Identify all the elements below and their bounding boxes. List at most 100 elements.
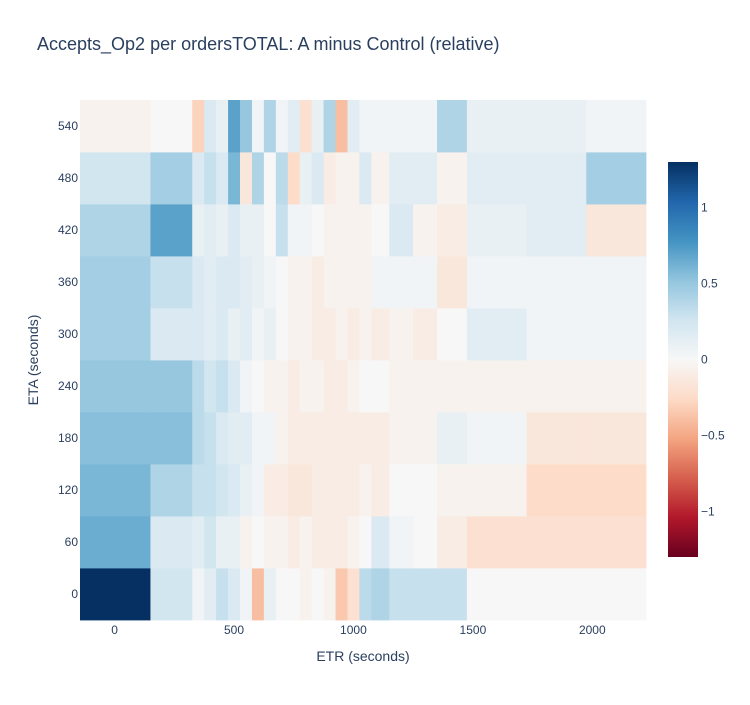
heatmap-cell [204,256,217,309]
heatmap-cell [275,412,289,465]
x-tick-label: 1000 [340,623,367,637]
heatmap-cell [80,360,151,413]
heatmap-cell [526,204,587,257]
heatmap-cell [299,412,313,465]
heatmap-cell [413,412,438,465]
heatmap-cell [150,100,193,153]
heatmap-cell [347,568,360,621]
heatmap-cell [359,412,372,465]
heatmap-cell [526,256,587,309]
heatmap-cell [466,412,527,465]
heatmap-cell [335,568,348,621]
colorbar: 1 0.5 0 −0.5 −1 [668,162,725,557]
heatmap-cell [323,100,336,153]
heatmap-cell [466,308,527,361]
heatmap-cell [359,516,372,569]
heatmap-cell [216,204,229,257]
heatmap-cell [437,100,468,153]
heatmap-cell [299,100,313,153]
heatmap-cell [192,100,205,153]
heatmap-cell [216,568,229,621]
heatmap-cell [240,152,253,205]
heatmap-cell [240,568,253,621]
heatmap-cell [192,464,205,517]
heatmap-cell [240,516,253,569]
heatmap-cell [275,464,289,517]
heatmap-cell [228,516,241,569]
colorbar-tick-label: 0.5 [701,277,718,291]
heatmap-cell [251,516,265,569]
heatmap-cell [251,256,265,309]
heatmap-cell [251,412,265,465]
x-tick-label: 500 [224,623,244,637]
heatmap-cell [466,152,527,205]
heatmap-cell [526,360,587,413]
heatmap-cell [192,256,205,309]
heatmap-cell [526,568,587,621]
heatmap-cell [347,516,360,569]
heatmap-cell [204,412,217,465]
heatmap-cell [586,516,647,569]
heatmap-cell [204,360,217,413]
heatmap-cell [389,516,414,569]
heatmap-cell [389,308,414,361]
heatmap-cell [437,412,468,465]
heatmap-cell [275,152,289,205]
heatmap-cell [359,100,372,153]
y-tick-label: 120 [58,483,78,497]
heatmap-cell [323,204,336,257]
heatmap-cell [335,516,348,569]
heatmap-cell [204,516,217,569]
heatmap-cell [287,256,301,309]
heatmap-cell [413,100,438,153]
heatmap-cell [371,568,390,621]
heatmap-cell [347,100,360,153]
heatmap-cell [347,204,360,257]
heatmap-cell [251,464,265,517]
heatmap-cell [299,360,313,413]
heatmap-cell [228,360,241,413]
heatmap-cell [323,568,336,621]
heatmap-cell [359,256,372,309]
heatmap-cell [335,256,348,309]
heatmap-cell [359,568,372,621]
heatmap-cell [192,412,205,465]
heatmap-cell [204,152,217,205]
heatmap-cell [275,516,289,569]
colorbar-tick-label: 0 [701,353,708,367]
heatmap-cell [216,412,229,465]
heatmap-cell [204,100,217,153]
heatmap-cell [251,152,265,205]
x-axis-title: ETR (seconds) [316,648,409,664]
heatmap-cell [323,360,336,413]
heatmap-cell [437,360,468,413]
heatmap-cell [287,568,301,621]
heatmap-cell [311,204,324,257]
heatmap-cell [335,100,348,153]
heatmap-cell [240,204,253,257]
heatmap-cell [389,360,414,413]
heatmap-cell [437,308,468,361]
heatmap-cell [437,516,468,569]
heatmap-cell [335,152,348,205]
x-tick-label: 0 [111,623,118,637]
heatmap-cell [299,308,313,361]
heatmap-cell [150,204,193,257]
heatmap-cell [323,464,336,517]
heatmap-cell [287,412,301,465]
heatmap-cell [240,256,253,309]
heatmap-cell [275,204,289,257]
heatmap-cell [287,360,301,413]
heatmap-cell [413,308,438,361]
heatmap-cell [216,152,229,205]
y-tick-label: 540 [58,119,78,133]
heatmap-cell [216,464,229,517]
heatmap-cell [228,308,241,361]
heatmap-cell [526,152,587,205]
heatmap-cell [192,568,205,621]
heatmap-cell [240,464,253,517]
heatmap-cell [335,464,348,517]
heatmap-cell [275,256,289,309]
heatmap-cell [228,204,241,257]
heatmap-cell [311,256,324,309]
